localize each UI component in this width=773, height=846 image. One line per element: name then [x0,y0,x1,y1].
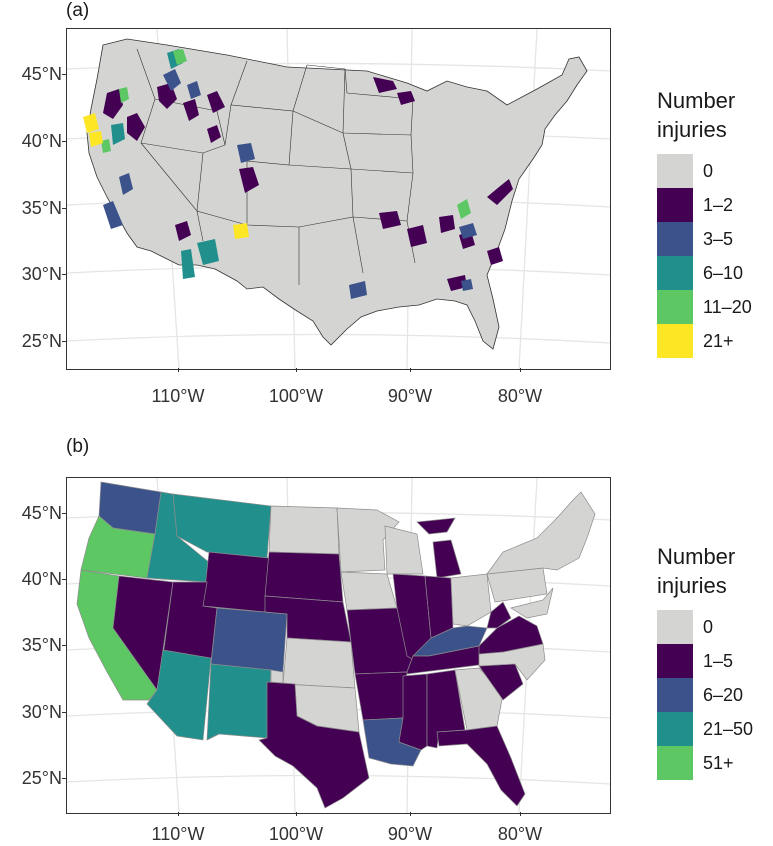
lon-label-100: 100°W [268,386,324,406]
us-landmass [86,38,588,350]
lon-label-110: 110°W [151,386,205,406]
lat-label-35: 35°N [21,198,62,218]
panel-label: (b) [66,436,90,457]
map-b [66,477,611,814]
legend-item: 1–5 [657,644,753,678]
lat-label-45: 45°N [21,503,62,523]
lat-label-45: 45°N [21,64,62,84]
legend-title: Number injuries [657,88,736,142]
legend-item: 1–2 [657,188,752,222]
lon-label-90: 90°W [387,386,433,406]
panel-a: (a) 45°N 40°N 35°N 30°N 25°N [0,0,773,420]
legend-a: Number injuries 0 1–2 3–5 6–10 11–20 21+ [657,86,752,358]
panel-b: (b) 45°N 40°N 35°N 30°N 25°N [0,432,773,846]
injury-patches-a [83,49,513,299]
lat-label-40: 40°N [21,131,62,151]
lat-label-40: 40°N [21,569,62,589]
lon-label-100: 100°W [268,824,324,844]
lat-label-25: 25°N [21,331,62,351]
legend-item: 51+ [657,746,753,780]
lat-label-30: 30°N [21,264,62,284]
legend-item: 6–20 [657,678,753,712]
legend-item: 0 [657,154,752,188]
map-a [66,28,611,370]
legend-b: Number injuries 0 1–5 6–20 21–50 51+ [657,542,753,780]
legend-item: 11–20 [657,290,752,324]
legend-item: 21–50 [657,712,753,746]
states [76,481,596,809]
state-borders [136,48,416,285]
lon-label-80: 80°W [497,824,543,844]
legend-item: 21+ [657,324,752,358]
lat-label-35: 35°N [21,635,62,655]
lon-label-80: 80°W [497,386,543,406]
lat-label-25: 25°N [21,768,62,788]
legend-item: 3–5 [657,222,752,256]
legend-title: Number injuries [657,544,736,598]
legend-item: 6–10 [657,256,752,290]
lon-label-90: 90°W [387,824,433,844]
lon-label-110: 110°W [151,824,205,844]
lat-label-30: 30°N [21,702,62,722]
legend-item: 0 [657,610,753,644]
panel-label: (a) [66,0,90,21]
